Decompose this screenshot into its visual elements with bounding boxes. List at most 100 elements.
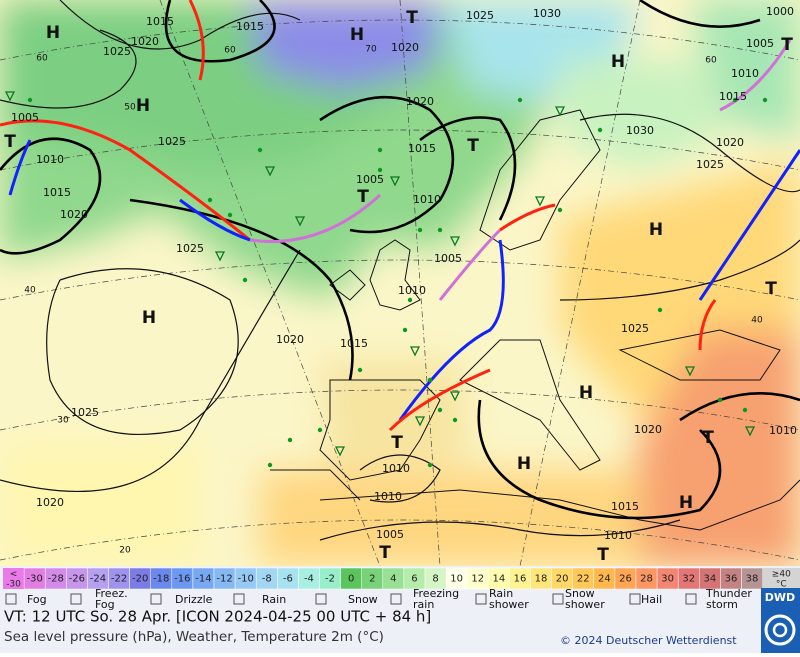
rain-shower-symbol <box>264 166 276 177</box>
pressure-center: T <box>765 279 777 299</box>
scale-label: -16 <box>174 574 190 585</box>
pressure-center: H <box>517 454 531 474</box>
scale-label: -4 <box>304 574 314 585</box>
isobar-label: 1020 <box>131 35 159 48</box>
symbol-label: Drizzle <box>175 593 213 606</box>
rain-symbol <box>207 197 213 203</box>
pressure-center: T <box>379 543 391 563</box>
rain-shower-symbol <box>414 416 426 427</box>
isobar-label: 1025 <box>176 242 204 255</box>
pressure-center: H <box>579 383 593 403</box>
scale-label: -8 <box>262 574 272 585</box>
rain-shower-symbol <box>534 196 546 207</box>
isobar-label: 1020 <box>60 208 88 221</box>
rain-symbol <box>557 207 563 213</box>
symbol-label: shower <box>565 598 605 611</box>
scale-label: 22 <box>577 574 590 585</box>
rain-symbol <box>597 127 603 133</box>
rain-symbol <box>257 147 263 153</box>
scale-label: 8 <box>432 574 438 585</box>
symbol-legend: Fog Freez.Fog Drizzle Rain Snow FreezingrainR… <box>5 587 752 611</box>
symbol-label: Thunder <box>705 587 752 600</box>
rain-shower-symbol <box>449 236 461 247</box>
copyright: © 2024 Deutscher Wetterdienst <box>560 634 737 647</box>
isobar-label: 1015 <box>408 142 436 155</box>
rain-symbol <box>227 212 233 218</box>
isobar-label: 1015 <box>340 337 368 350</box>
rain-symbol <box>427 377 433 383</box>
symbol-icon <box>150 593 162 605</box>
scale-label: 36 <box>725 574 738 585</box>
scale-label: -6 <box>283 574 293 585</box>
scale-label: 2 <box>369 574 375 585</box>
isobars <box>0 0 800 541</box>
scale-label: 0 <box>348 574 354 585</box>
rain-shower-symbol <box>449 391 461 402</box>
isobar-label: 1020 <box>406 95 434 108</box>
rain-shower-symbol <box>294 216 306 227</box>
pressure-center: H <box>142 308 156 328</box>
scale-label: -30 <box>6 580 21 590</box>
scale-label: 4 <box>390 574 396 585</box>
rain-symbol <box>317 427 323 433</box>
isobar-label: 1025 <box>466 9 494 22</box>
isobar-label: 1005 <box>376 528 404 541</box>
latitude-label: 20 <box>119 546 131 556</box>
isobar-label: 1015 <box>719 90 747 103</box>
symbol-label: Fog <box>27 593 47 606</box>
isobar-label: 1005 <box>746 37 774 50</box>
scale-label: -10 <box>237 574 253 585</box>
pressure-center: T <box>357 187 369 207</box>
isobar-label: 1030 <box>533 7 561 20</box>
isobar-label: 1030 <box>626 124 654 137</box>
rain-shower-symbol <box>744 426 756 437</box>
isobar-label: 1010 <box>382 462 410 475</box>
scale-label: 24 <box>598 574 611 585</box>
rain-symbol <box>717 397 723 403</box>
pressure-center: T <box>781 35 793 55</box>
symbol-label: Fog <box>95 598 115 611</box>
symbol-label: shower <box>489 598 529 611</box>
rain-symbol <box>377 147 383 153</box>
rain-shower-symbol <box>389 176 401 187</box>
symbol-label: Rain <box>489 587 513 600</box>
symbol-icon <box>475 593 487 605</box>
rain-symbol <box>242 277 248 283</box>
symbol-icon <box>315 593 327 605</box>
pressure-center: T <box>467 136 479 156</box>
rain-shower-symbol <box>334 446 346 457</box>
pressure-center: T <box>597 545 609 565</box>
rain-symbol <box>417 227 423 233</box>
temperature-scale: <-30 -30 -28 -26 -24 -22 -20 -18 -16 -14 -12 -10 -8-… <box>3 567 800 590</box>
rain-shower-symbol <box>4 91 16 102</box>
scale-label: 32 <box>682 574 695 585</box>
scale-label: -24 <box>90 574 106 585</box>
scale-label: -26 <box>69 574 85 585</box>
scale-cell <box>3 568 25 589</box>
isobar-label: 1000 <box>766 5 794 18</box>
rain-symbol <box>407 297 413 303</box>
pressure-center: H <box>679 493 693 513</box>
scale-label: 10 <box>450 574 463 585</box>
latitude-label: 30 <box>57 416 69 426</box>
symbol-icon <box>685 593 697 605</box>
scale-label: -18 <box>153 574 169 585</box>
rain-symbol <box>517 97 523 103</box>
rain-symbol <box>27 97 33 103</box>
rain-shower-symbol <box>409 346 421 357</box>
isobar-label: 1025 <box>621 322 649 335</box>
latitude-label: 60 <box>224 46 236 56</box>
isobar-label: 1025 <box>696 158 724 171</box>
rain-symbol <box>657 307 663 313</box>
latitude-label: 60 <box>36 54 48 64</box>
description: Sea level pressure (hPa), Weather, Tempe… <box>4 629 384 645</box>
isobar-label: 1010 <box>769 424 797 437</box>
latitude-label: 60 <box>705 56 717 66</box>
pressure-center: H <box>649 220 663 240</box>
rain-symbol <box>267 462 273 468</box>
scale-label: -2 <box>325 574 335 585</box>
scale-label: -22 <box>111 574 127 585</box>
rain-symbol <box>732 97 738 103</box>
rain-symbol <box>402 327 408 333</box>
isobar-label: 1020 <box>716 136 744 149</box>
